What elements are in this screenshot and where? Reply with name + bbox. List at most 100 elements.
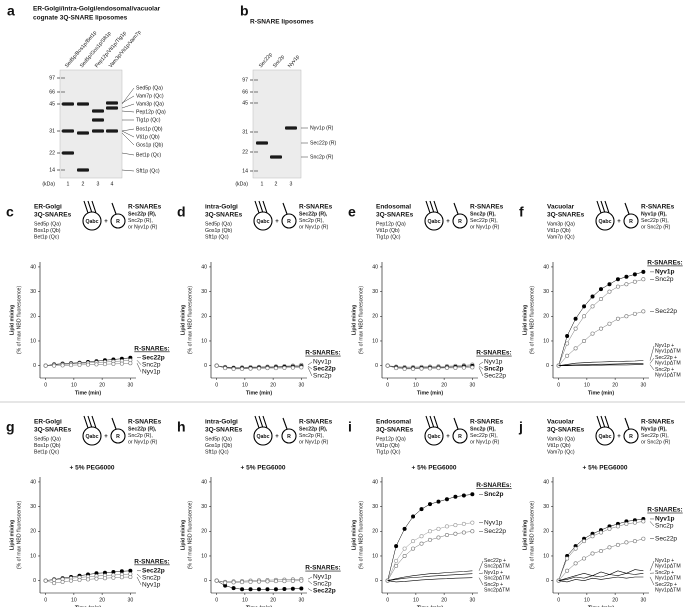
label-line: Snc2p + <box>655 367 676 373</box>
label-line: Nyv1p + <box>655 343 676 349</box>
x-tick-label: 20 <box>612 382 618 388</box>
y-tick-label: 0 <box>33 363 36 369</box>
label-leader <box>136 363 142 372</box>
gel-band <box>285 126 297 130</box>
data-point <box>565 568 570 573</box>
data-point <box>273 579 278 584</box>
diagram-plus: + <box>104 434 108 440</box>
leader-line <box>121 103 135 109</box>
band-label: Vam7p (Qc) <box>136 93 164 99</box>
subtitle: + 5% PEG6000 <box>241 465 286 472</box>
snare-stick <box>596 200 602 214</box>
series-label: Nyv1p <box>655 516 675 523</box>
liposome-r <box>623 428 639 444</box>
data-point <box>411 546 416 551</box>
x-tick-label: 20 <box>612 597 618 603</box>
liposome-q <box>253 426 273 446</box>
gel-band <box>106 106 118 110</box>
data-point <box>427 366 432 371</box>
y-axis-label: Lipid mixing <box>351 305 357 336</box>
q-snare: Vti1p (Qb) <box>547 443 571 449</box>
label-leader <box>136 360 142 365</box>
ladder-band <box>254 131 258 133</box>
data-point <box>282 579 287 584</box>
q-snare: Bet1p (Qc) <box>34 449 59 455</box>
x-tick-label: 0 <box>215 382 218 388</box>
y-tick-label: 20 <box>30 314 36 320</box>
q-snare: Sed5p (Qa) <box>34 221 61 227</box>
liposome-r <box>110 428 126 444</box>
label-line: Snc2pΔTM <box>484 588 510 594</box>
data-point <box>573 316 578 321</box>
annotation: R-SNAREs: <box>134 345 169 352</box>
q-snare: Pep12p (Qa) <box>376 221 406 227</box>
data-point <box>60 363 65 368</box>
marker-label: 45 <box>49 101 55 107</box>
r-snare: or Snc2p (R) <box>641 224 671 230</box>
lane-number: 1 <box>261 181 264 187</box>
data-point <box>565 556 570 561</box>
x-axis-label: Time (min) <box>417 390 443 396</box>
lane-label: Nyv1p <box>287 54 301 69</box>
snare-stick <box>111 417 117 430</box>
band-label: Pep12p (Qa) <box>136 109 166 115</box>
data-point <box>394 563 399 568</box>
gel-title: cognate 3Q-SNARE liposomes <box>33 15 128 22</box>
y-tick-label: 20 <box>543 314 549 320</box>
snare-stick <box>429 415 435 429</box>
snare-stick <box>425 200 431 214</box>
marker-label: 14 <box>242 168 248 174</box>
label-line: Nyv1p + <box>655 558 676 564</box>
liposome-q <box>253 211 273 231</box>
data-point <box>444 365 449 370</box>
series-line <box>558 271 644 366</box>
series-line <box>558 364 644 366</box>
gel-band <box>106 129 118 133</box>
x-tick-label: 20 <box>270 597 276 603</box>
panel-title: intra-Golgi <box>205 419 238 426</box>
label-line: Snc2p + <box>484 582 505 588</box>
data-point <box>256 579 261 584</box>
q-snare: Vti1p (Qb) <box>376 228 400 234</box>
data-point <box>52 363 57 368</box>
r-snare: Sec22p (R), <box>299 211 328 217</box>
liposome-q <box>424 426 444 446</box>
label-line: Nyv1pΔTM <box>655 588 681 594</box>
data-point <box>273 587 278 592</box>
snare-stick <box>596 415 602 429</box>
liposome-q <box>595 426 615 446</box>
band-label: Sft1p (Qc) <box>136 168 160 174</box>
marker-label: 14 <box>49 167 55 173</box>
series-label: Nyv1p <box>142 582 161 589</box>
q-snare: Bos1p (Qb) <box>34 228 61 234</box>
x-tick-label: 0 <box>557 597 560 603</box>
q-snare: Sed5p (Qa) <box>205 221 232 227</box>
y-tick-label: 10 <box>543 553 549 559</box>
lane-number: 1 <box>67 181 70 187</box>
data-point <box>402 366 407 371</box>
x-tick-label: 20 <box>441 382 447 388</box>
r-title: R-SNAREs <box>641 204 675 211</box>
band-label: Vti1p (Qb) <box>136 134 160 140</box>
diagram-plus: + <box>446 434 450 440</box>
label-leader <box>478 577 484 586</box>
label-leader <box>136 573 142 578</box>
subtitle: + 5% PEG6000 <box>70 465 115 472</box>
leader-line <box>121 152 135 156</box>
data-point <box>265 587 270 592</box>
label-leader <box>307 365 313 370</box>
series-label: Nyv1p <box>484 519 503 526</box>
y-tick-label: 40 <box>201 264 207 270</box>
series-line <box>558 311 644 366</box>
series-line <box>558 279 644 366</box>
y-tick-label: 10 <box>201 338 207 344</box>
x-tick-label: 10 <box>584 382 590 388</box>
snare-stick <box>600 415 606 429</box>
leader-line <box>121 87 135 105</box>
y-tick-label: 20 <box>201 529 207 535</box>
q-snare: Sed5p (Qa) <box>34 436 61 442</box>
data-point <box>470 365 475 370</box>
data-point <box>419 366 424 371</box>
snare-stick <box>282 417 288 430</box>
